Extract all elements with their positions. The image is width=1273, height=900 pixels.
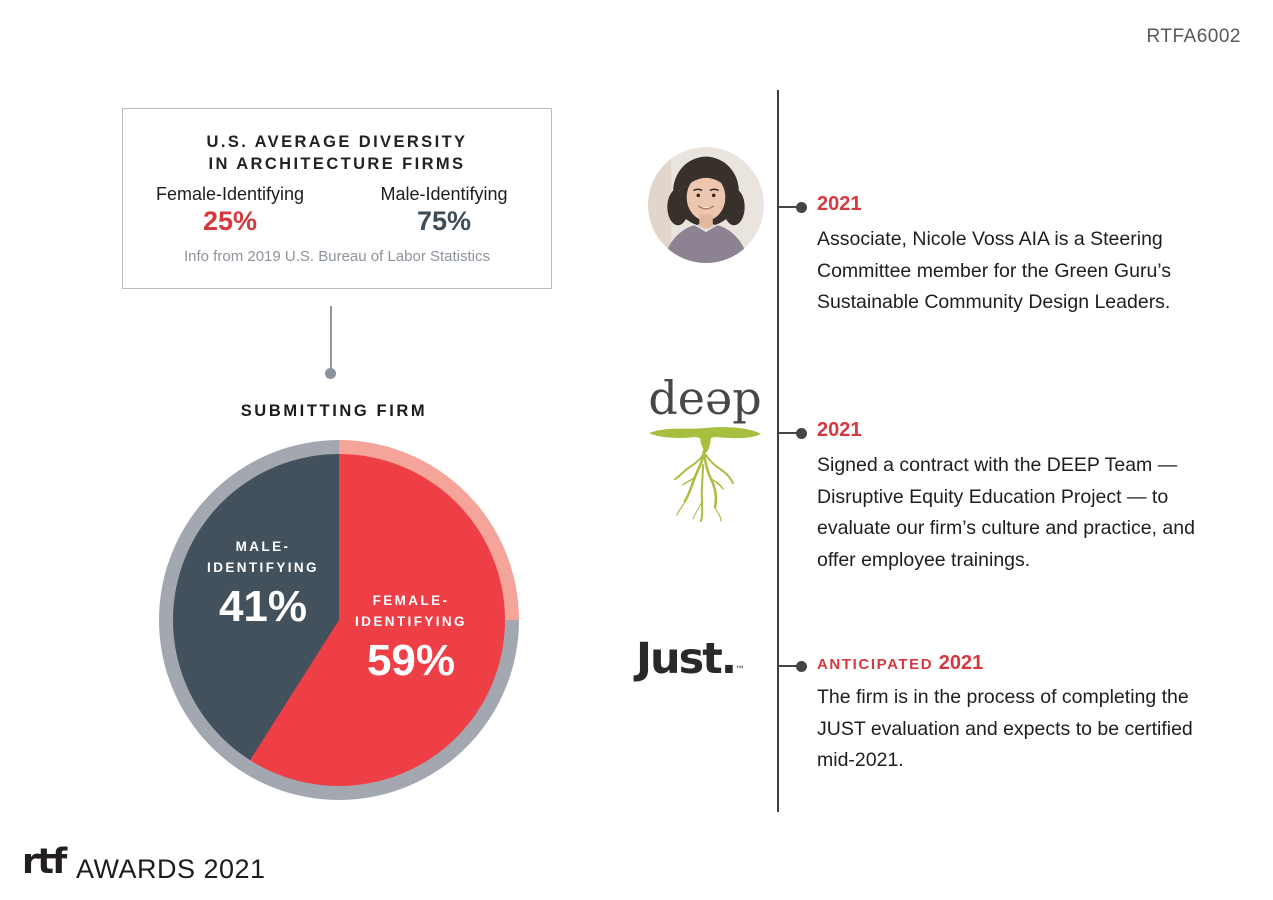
ref-code: RTFA6002 [1146, 26, 1241, 47]
pie-label-female-percent: 59% [366, 636, 456, 685]
pie-label-female-text: FEMALE- IDENTIFYING [355, 593, 467, 629]
pie-label-male-percent: 41% [218, 582, 308, 631]
stats-box-title: U.S. AVERAGE DIVERSITY IN ARCHITECTURE F… [123, 131, 551, 175]
box-to-pie-connector-dot [325, 368, 336, 379]
just-logo-wordmark: Just. [636, 634, 737, 684]
timeline-text-2: Signed a contract with the DEEP Team — D… [817, 454, 1195, 571]
just-logo: Just.™ [636, 634, 745, 684]
box-to-pie-connector-line [330, 306, 332, 368]
timeline-year-3-prefix: ANTICIPATED [817, 656, 934, 673]
timeline-connector-2 [779, 432, 797, 434]
timeline-dot-2 [796, 428, 807, 439]
female-stat: Female-Identifying 25% [123, 184, 337, 237]
pie-label-female: FEMALE- IDENTIFYING 59% [322, 590, 500, 686]
timeline-connector-1 [779, 206, 797, 208]
female-stat-label: Female-Identifying [155, 184, 305, 204]
timeline-year-3: ANTICIPATED 2021 [817, 652, 983, 675]
timeline-axis [777, 90, 779, 812]
timeline-year-2-value: 2021 [817, 419, 862, 441]
pie-label-male-text: MALE- IDENTIFYING [207, 539, 319, 575]
timeline-year-1: 2021 [817, 193, 862, 216]
portrait-photo [648, 147, 764, 263]
timeline-dot-1 [796, 202, 807, 213]
pie-chart-title: SUBMITTING FIRM [240, 402, 428, 420]
us-average-stats-box: U.S. AVERAGE DIVERSITY IN ARCHITECTURE F… [122, 108, 552, 289]
deep-logo: deəp [642, 371, 768, 522]
pie [173, 454, 505, 786]
rtf-logo: rtf [22, 842, 67, 882]
female-stat-value: 25% [202, 206, 258, 236]
timeline-text-1: Associate, Nicole Voss AIA is a Steering… [817, 228, 1172, 313]
portrait-photo-illustration [648, 147, 764, 263]
timeline-year-3-value: 2021 [938, 652, 984, 674]
male-stat: Male-Identifying 75% [337, 184, 551, 237]
timeline-year-1-value: 2021 [817, 193, 862, 215]
timeline-dot-3 [796, 661, 807, 672]
pie-label-male: MALE- IDENTIFYING 41% [177, 536, 349, 632]
pie-chart: MALE- IDENTIFYING 41% FEMALE- IDENTIFYIN… [159, 440, 519, 800]
timeline-year-2: 2021 [817, 419, 862, 442]
timeline-text-3: The firm is in the process of completing… [817, 686, 1193, 771]
male-stat-value: 75% [416, 206, 472, 236]
male-stat-label: Male-Identifying [380, 184, 508, 204]
stats-source-note: Info from 2019 U.S. Bureau of Labor Stat… [184, 248, 490, 265]
stats-title-line2: IN ARCHITECTURE FIRMS [208, 155, 466, 173]
deep-logo-roots-icon [649, 427, 761, 522]
deep-logo-wordmark: deəp [648, 371, 762, 425]
trademark-symbol: ™ [735, 665, 746, 676]
timeline-connector-3 [779, 665, 797, 667]
stats-title-line1: U.S. AVERAGE DIVERSITY [206, 133, 468, 151]
awards-label: AWARDS 2021 [76, 854, 266, 884]
stats-columns: Female-Identifying 25% Male-Identifying … [123, 184, 551, 237]
